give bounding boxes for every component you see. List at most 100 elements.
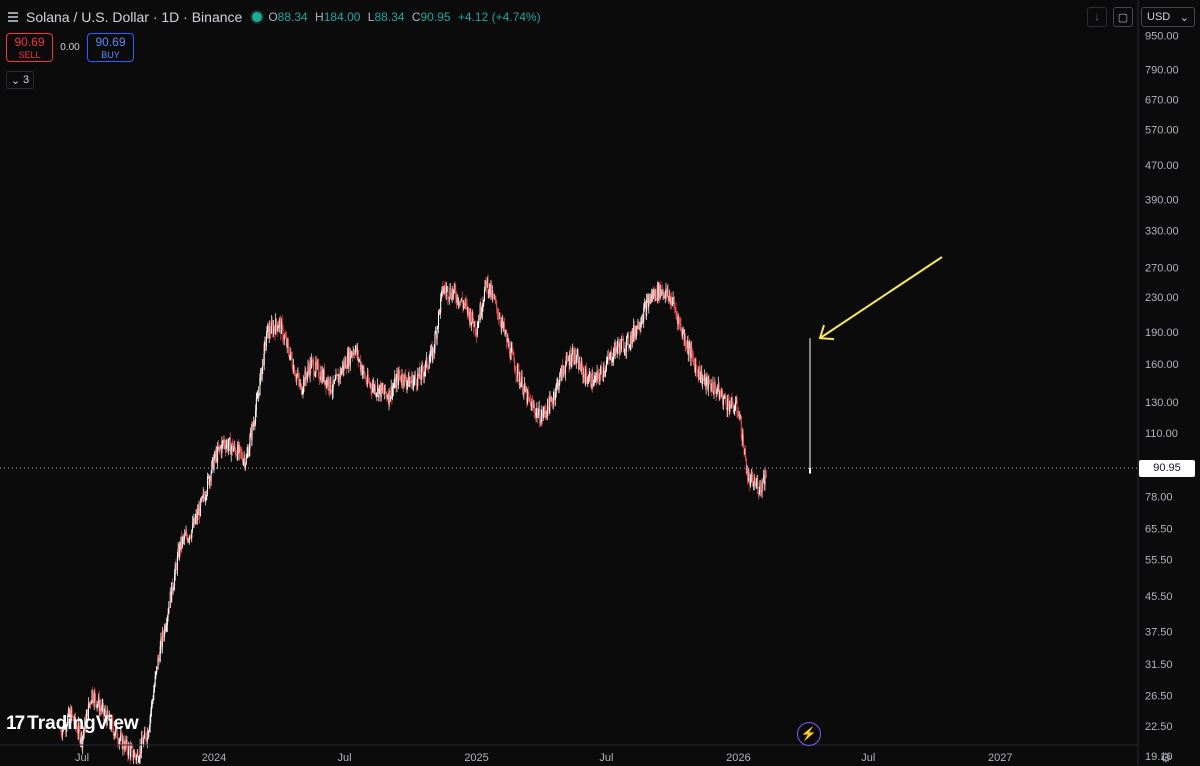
- candle-body: [408, 373, 410, 388]
- candle-body: [313, 374, 315, 376]
- price-tick-label: 26.50: [1145, 691, 1173, 703]
- candle-body: [283, 339, 285, 341]
- sell-button[interactable]: 90.69 SELL: [6, 33, 53, 62]
- candle-body: [113, 729, 115, 736]
- candle-body: [237, 444, 239, 454]
- symbol-title[interactable]: Solana / U.S. Dollar · 1D · Binance: [26, 9, 243, 25]
- candle-body: [627, 334, 629, 336]
- candle-body: [712, 391, 714, 394]
- candle-body: [715, 389, 717, 395]
- candle-body: [694, 362, 696, 372]
- candle-body: [405, 381, 407, 387]
- download-icon[interactable]: ↓: [1087, 7, 1107, 27]
- last-price-label: 90.95: [1139, 460, 1195, 478]
- candle-body: [749, 477, 751, 487]
- buy-button[interactable]: 90.69 BUY: [87, 33, 134, 62]
- candle-body: [300, 383, 302, 385]
- candle-body: [173, 585, 175, 590]
- currency-select[interactable]: USD ⌄: [1141, 7, 1195, 27]
- chevron-down-icon: ⌄: [10, 74, 21, 87]
- candle-body: [535, 411, 537, 417]
- open-key: O: [268, 10, 278, 24]
- candle-body: [722, 390, 724, 405]
- candle-body: [618, 346, 620, 354]
- candle-body: [495, 300, 497, 302]
- indicators-toggle-button[interactable]: ⌄ 3: [6, 71, 34, 89]
- candle-body: [499, 318, 501, 320]
- candle-body: [487, 278, 489, 294]
- candle-body: [193, 517, 195, 527]
- candle-body: [89, 702, 91, 706]
- candle-body: [132, 746, 134, 759]
- candle-body: [267, 324, 269, 327]
- time-axis[interactable]: Jul 2024 Jul 2025 Jul 2026 Jul 2027: [75, 752, 1013, 764]
- candle-body: [326, 380, 328, 388]
- fullscreen-icon[interactable]: ▢: [1113, 7, 1133, 27]
- candle-body: [452, 290, 454, 296]
- candle-body: [733, 409, 735, 413]
- candle-body: [392, 387, 394, 389]
- candle-body: [615, 342, 617, 349]
- candle-body: [609, 354, 611, 360]
- candle-body: [745, 457, 747, 474]
- candle-body: [204, 496, 206, 501]
- candle-body: [207, 476, 209, 478]
- candle-body: [110, 725, 112, 729]
- candle-body: [502, 319, 504, 328]
- candle-body: [436, 327, 438, 339]
- candle-body: [555, 384, 557, 394]
- candle-body: [664, 292, 666, 299]
- candle-body: [280, 319, 282, 334]
- candle-body: [678, 316, 680, 319]
- candle-body: [239, 445, 241, 448]
- candle-body: [560, 369, 561, 374]
- candle-body: [273, 326, 275, 329]
- candle-body: [393, 385, 395, 388]
- candle-body: [75, 724, 77, 728]
- candle-body: [631, 335, 633, 345]
- gear-icon[interactable]: ⚙: [1160, 750, 1172, 765]
- candle-body: [549, 396, 551, 400]
- ai-assistant-icon[interactable]: ⚡: [797, 722, 821, 746]
- currency-value: USD: [1147, 11, 1171, 23]
- candle-body: [103, 703, 105, 714]
- candle-body: [534, 406, 536, 413]
- hamburger-icon[interactable]: [6, 10, 22, 24]
- candle-body: [547, 399, 549, 407]
- candle-body: [525, 389, 527, 393]
- tradingview-logo[interactable]: 17 TradingView: [6, 713, 139, 735]
- candle-body: [278, 326, 280, 329]
- candle-body: [654, 289, 656, 296]
- candle-body: [420, 367, 422, 380]
- candle-body: [598, 372, 600, 378]
- candle-body: [448, 297, 450, 299]
- candle-body: [501, 319, 503, 323]
- candle-body: [257, 392, 259, 398]
- candle-body: [659, 283, 660, 299]
- candle-body: [276, 325, 278, 332]
- candle-body: [367, 374, 369, 384]
- candle-body: [683, 330, 685, 340]
- candle-body: [385, 392, 387, 394]
- candle-body: [247, 450, 249, 457]
- candle-body: [115, 726, 117, 729]
- candle-body: [735, 400, 737, 403]
- candle-body: [758, 492, 760, 494]
- annotation-arrow[interactable]: [818, 256, 943, 341]
- candle-body: [625, 347, 627, 352]
- market-status-icon: [252, 12, 263, 22]
- price-axis[interactable]: 950.00 790.00 670.00 570.00 470.00 390.00 330.…: [1145, 30, 1179, 763]
- candle-body: [638, 321, 640, 329]
- candle-body: [725, 400, 727, 409]
- candle-body: [369, 383, 371, 385]
- candle-body: [456, 295, 458, 303]
- candle-body: [113, 734, 115, 736]
- candle-body: [732, 406, 734, 413]
- candle-body: [640, 322, 642, 329]
- candle-body: [553, 393, 555, 399]
- candle-body: [702, 377, 704, 379]
- candle-body: [138, 757, 140, 761]
- candle-body: [443, 287, 445, 292]
- candle-body: [283, 335, 285, 340]
